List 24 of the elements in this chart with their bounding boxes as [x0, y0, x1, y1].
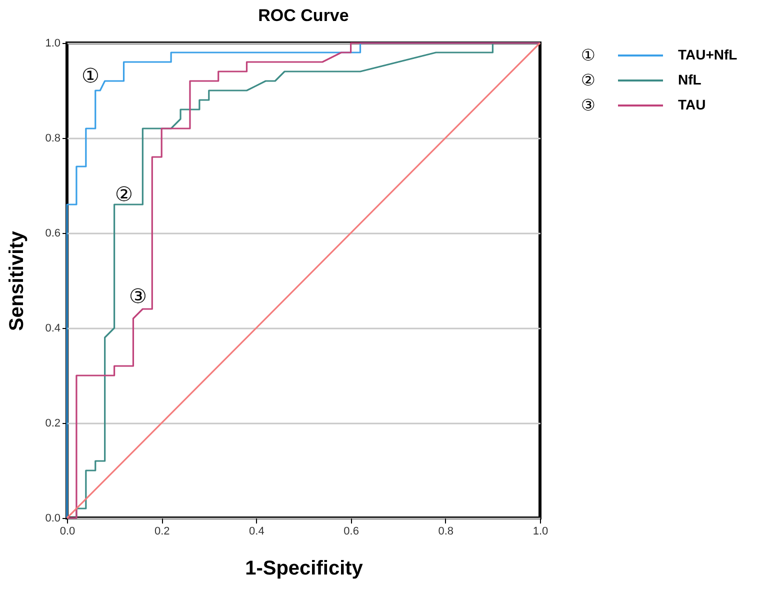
legend-label: TAU — [678, 96, 706, 112]
x-tick-label: 1.0 — [532, 526, 548, 538]
y-tick-label: 0.0 — [45, 512, 60, 524]
legend-label: NfL — [678, 72, 702, 88]
y-tick-label: 0.8 — [45, 132, 60, 144]
x-tick-label: 0.6 — [344, 526, 359, 538]
x-tick-label: 0.2 — [154, 526, 170, 538]
legend-label: TAU+NfL — [678, 46, 738, 62]
x-tick-label: 0.8 — [438, 526, 454, 538]
annotation: ② — [114, 182, 133, 206]
annotation: ③ — [128, 284, 147, 308]
text: ② — [581, 70, 595, 90]
x-tick-label: 0.4 — [249, 526, 264, 538]
y-tick-label: 0.2 — [45, 418, 60, 430]
y-tick-label: 1.0 — [45, 38, 60, 50]
x-tick-label: 0.0 — [60, 526, 76, 538]
y-axis-title: Sensitivity — [6, 230, 28, 332]
y-tick-label: 0.4 — [45, 322, 60, 334]
y-tick-label: 0.6 — [45, 228, 60, 240]
chart-title: ROC Curve — [258, 6, 349, 25]
annotation: ① — [82, 63, 100, 88]
x-axis-title: 1-Specificity — [245, 558, 364, 580]
text: ③ — [581, 96, 595, 114]
text: ① — [581, 46, 595, 64]
